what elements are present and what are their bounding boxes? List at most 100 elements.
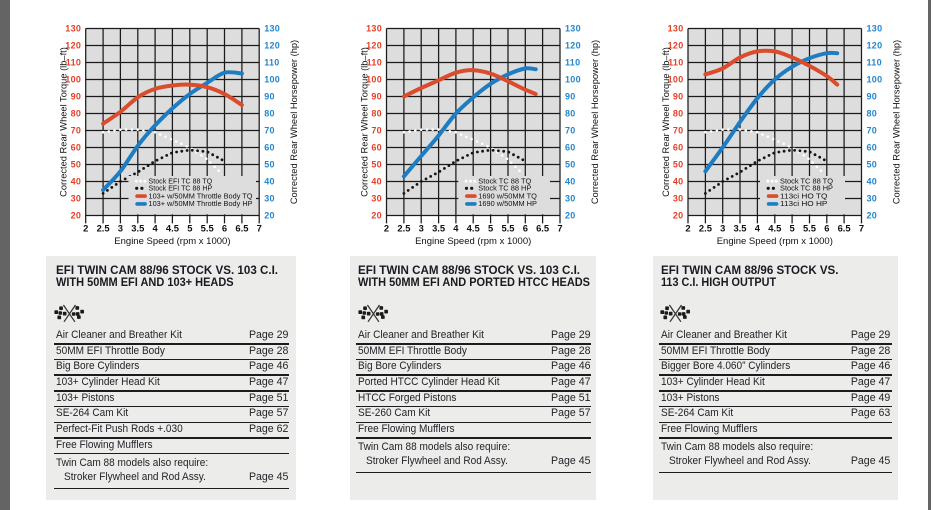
svg-text:100: 100 [366, 74, 382, 84]
svg-text:60: 60 [565, 142, 576, 152]
svg-text:Stock TC 88 HP: Stock TC 88 HP [780, 184, 833, 193]
svg-text:40: 40 [371, 176, 382, 186]
svg-text:Corrected Rear Wheel Torque (l: Corrected Rear Wheel Torque (lb–ft) [59, 47, 69, 197]
svg-text:110: 110 [367, 57, 382, 67]
svg-text:2: 2 [83, 222, 88, 233]
svg-text:50: 50 [371, 159, 382, 169]
svg-text:5: 5 [789, 222, 794, 233]
svg-text:Engine Speed (rpm x 1000): Engine Speed (rpm x 1000) [114, 236, 230, 247]
svg-text:90: 90 [264, 91, 275, 101]
svg-text:120: 120 [264, 40, 280, 50]
svg-text:50: 50 [673, 159, 684, 169]
svg-text:80: 80 [371, 108, 382, 118]
svg-text:100: 100 [668, 74, 684, 84]
svg-text:130: 130 [264, 23, 280, 33]
svg-text:7: 7 [859, 222, 864, 233]
svg-text:60: 60 [673, 142, 684, 152]
svg-text:3.5: 3.5 [733, 222, 746, 233]
svg-text:7: 7 [557, 222, 562, 233]
svg-text:30: 30 [71, 193, 82, 203]
svg-text:7: 7 [257, 222, 262, 233]
svg-text:70: 70 [673, 125, 684, 135]
svg-text:90: 90 [565, 91, 576, 101]
svg-text:40: 40 [867, 176, 878, 186]
svg-text:Engine Speed (rpm x 1000): Engine Speed (rpm x 1000) [415, 236, 531, 247]
svg-text:6: 6 [523, 222, 528, 233]
svg-text:4.5: 4.5 [768, 222, 781, 233]
svg-text:6.5: 6.5 [536, 222, 549, 233]
svg-text:120: 120 [867, 40, 883, 50]
svg-text:30: 30 [371, 193, 382, 203]
svg-text:80: 80 [867, 108, 878, 118]
svg-text:30: 30 [565, 193, 576, 203]
svg-text:120: 120 [65, 40, 81, 50]
svg-text:100: 100 [264, 74, 280, 84]
svg-text:5.5: 5.5 [201, 222, 214, 233]
svg-text:Corrected Rear Wheel Torque (l: Corrected Rear Wheel Torque (lb–ft) [360, 47, 370, 197]
svg-text:80: 80 [264, 108, 275, 118]
svg-text:120: 120 [668, 40, 684, 50]
svg-text:3: 3 [419, 222, 424, 233]
svg-text:2.5: 2.5 [397, 222, 410, 233]
svg-text:110: 110 [565, 57, 580, 67]
svg-text:103+ w/50MM Throttle Body HP: 103+ w/50MM Throttle Body HP [149, 199, 253, 208]
svg-text:20: 20 [371, 210, 382, 220]
svg-text:5: 5 [187, 222, 192, 233]
svg-text:113ci HO TQ: 113ci HO TQ [780, 191, 828, 200]
svg-text:70: 70 [264, 125, 275, 135]
svg-text:Stock EFI TC 88 HP: Stock EFI TC 88 HP [149, 184, 213, 193]
svg-text:90: 90 [673, 91, 684, 101]
svg-text:110: 110 [668, 57, 683, 67]
svg-text:Engine Speed (rpm x 1000): Engine Speed (rpm x 1000) [717, 236, 833, 247]
svg-text:30: 30 [264, 193, 275, 203]
svg-text:Stock EFI TC 88 TQ: Stock EFI TC 88 TQ [149, 176, 213, 185]
svg-text:2: 2 [384, 222, 389, 233]
svg-text:Stock TC 88 TQ: Stock TC 88 TQ [478, 176, 531, 185]
svg-text:60: 60 [371, 142, 382, 152]
svg-text:130: 130 [366, 23, 382, 33]
svg-text:80: 80 [565, 108, 576, 118]
svg-text:Stock TC 88 TQ: Stock TC 88 TQ [780, 176, 833, 185]
svg-text:4.5: 4.5 [166, 222, 179, 233]
svg-text:4: 4 [755, 222, 761, 233]
svg-text:6.5: 6.5 [838, 222, 851, 233]
svg-text:4: 4 [152, 222, 158, 233]
svg-text:40: 40 [565, 176, 576, 186]
svg-text:1690 w/50MM HP: 1690 w/50MM HP [478, 199, 537, 208]
svg-text:3.5: 3.5 [131, 222, 144, 233]
svg-text:5: 5 [488, 222, 493, 233]
svg-text:70: 70 [71, 125, 82, 135]
svg-text:Corrected Rear Wheel Horsepowe: Corrected Rear Wheel Horsepower (hp) [892, 40, 902, 204]
svg-text:90: 90 [867, 91, 878, 101]
svg-text:20: 20 [264, 210, 275, 220]
svg-text:5.5: 5.5 [803, 222, 816, 233]
svg-text:4.5: 4.5 [467, 222, 480, 233]
svg-text:Corrected Rear Wheel Horsepowe: Corrected Rear Wheel Horsepower (hp) [590, 40, 600, 204]
svg-text:40: 40 [264, 176, 275, 186]
svg-text:40: 40 [673, 176, 684, 186]
svg-text:130: 130 [65, 23, 81, 33]
svg-text:100: 100 [65, 74, 81, 84]
svg-text:60: 60 [264, 142, 275, 152]
svg-text:130: 130 [867, 23, 883, 33]
svg-text:90: 90 [71, 91, 82, 101]
svg-text:70: 70 [565, 125, 576, 135]
svg-text:30: 30 [673, 193, 684, 203]
svg-text:80: 80 [71, 108, 82, 118]
svg-text:3: 3 [118, 222, 123, 233]
svg-text:70: 70 [867, 125, 878, 135]
svg-text:6: 6 [824, 222, 829, 233]
svg-text:70: 70 [371, 125, 382, 135]
svg-text:90: 90 [371, 91, 382, 101]
svg-text:50: 50 [264, 159, 275, 169]
svg-text:60: 60 [867, 142, 878, 152]
svg-text:40: 40 [71, 176, 82, 186]
svg-text:6.5: 6.5 [235, 222, 248, 233]
svg-text:130: 130 [565, 23, 581, 33]
svg-text:Stock TC 88 HP: Stock TC 88 HP [478, 184, 531, 193]
svg-text:2: 2 [685, 222, 690, 233]
svg-text:103+ w/50MM Throttle Body TQ: 103+ w/50MM Throttle Body TQ [149, 191, 253, 200]
svg-text:113ci HO HP: 113ci HO HP [780, 199, 828, 208]
svg-text:20: 20 [565, 210, 576, 220]
svg-text:100: 100 [565, 74, 581, 84]
